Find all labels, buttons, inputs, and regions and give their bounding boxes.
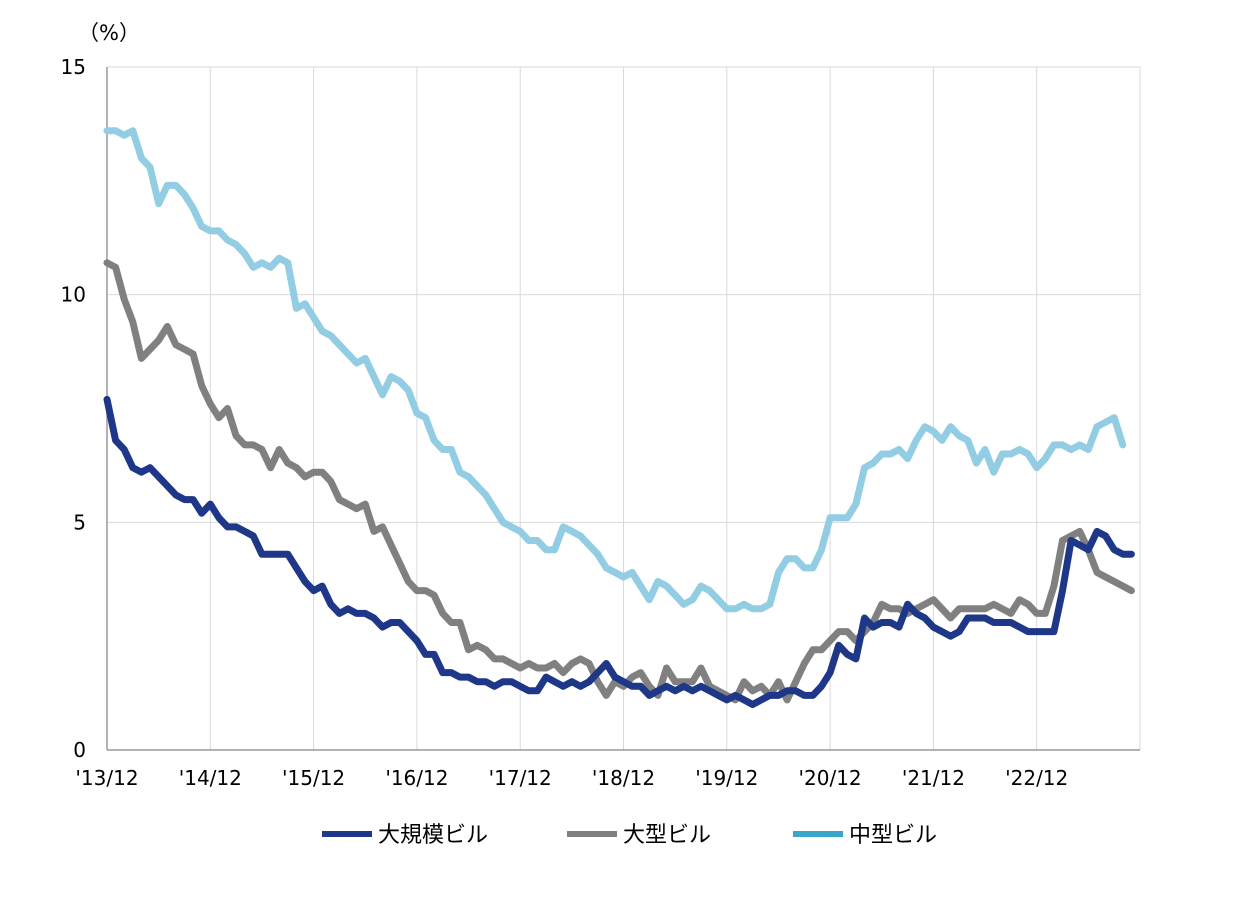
x-tick-label: '13/12	[75, 766, 138, 790]
series-line-3	[103, 127, 1127, 613]
x-tick-label: '18/12	[592, 766, 655, 790]
y-tick-label: 0	[73, 738, 86, 762]
x-tick-labels: '13/12 '14/12 '15/12 '16/12 '17/12 '18/12 '19/…	[75, 766, 1068, 790]
x-tick-label: '17/12	[489, 766, 552, 790]
y-tick-label: 10	[61, 283, 86, 307]
series-line-1	[103, 395, 1135, 708]
legend-label: 中型ビル	[849, 823, 937, 848]
x-tick-label: '14/12	[179, 766, 242, 790]
x-tick-label: '16/12	[385, 766, 448, 790]
x-tick-label: '22/12	[1005, 766, 1068, 790]
x-tick-label: '21/12	[902, 766, 965, 790]
x-tick-label: '20/12	[799, 766, 862, 790]
gridlines	[107, 66, 1141, 750]
y-tick-labels: 0 5 10 15	[61, 55, 86, 762]
series-line-2	[103, 259, 1135, 704]
legend-label: 大規模ビル	[378, 823, 488, 848]
x-tick-label: '19/12	[695, 766, 758, 790]
y-unit-label: （%）	[78, 21, 140, 45]
y-tick-label: 5	[73, 510, 86, 534]
legend-label: 大型ビル	[623, 823, 711, 848]
x-tick-label: '15/12	[282, 766, 345, 790]
legend: 大規模ビル 大型ビル 中型ビル	[322, 823, 937, 848]
series-lines	[103, 127, 1135, 708]
y-tick-label: 15	[61, 55, 86, 79]
